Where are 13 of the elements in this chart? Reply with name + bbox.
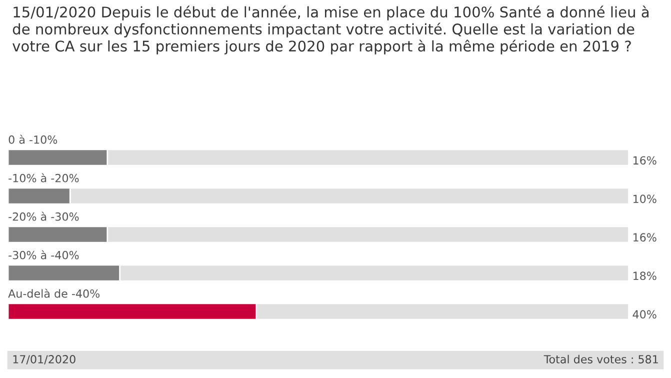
y-tick-label: 0 à -10% bbox=[8, 134, 58, 144]
data-label: 18% bbox=[633, 272, 656, 280]
y-tick-label: -10% à -20% bbox=[8, 173, 79, 182]
y-tick-label: Au-delà de -40% bbox=[8, 288, 100, 298]
y-tick-label: -20% à -30% bbox=[8, 212, 79, 221]
data-label: 16% bbox=[633, 233, 656, 242]
data-label: 16% bbox=[633, 156, 656, 165]
text: Total des votes : 581 bbox=[544, 354, 658, 364]
data-label: 40% bbox=[632, 310, 656, 319]
data-label: 10% bbox=[633, 194, 656, 204]
text: 17/01/2020 bbox=[13, 355, 76, 364]
y-tick-label: -30% à -40% bbox=[8, 250, 79, 260]
chart-title: 15/01/2020 Depuis le début de l'année, la mise en place du 100% Santé a donné lieu à de nombreux dysfonctionnements impactant votre activité. Quelle est la variation de votre CA sur les 15 premiers jours de 2020 par rapport à la même période en 2019 ? bbox=[12, 6, 649, 54]
